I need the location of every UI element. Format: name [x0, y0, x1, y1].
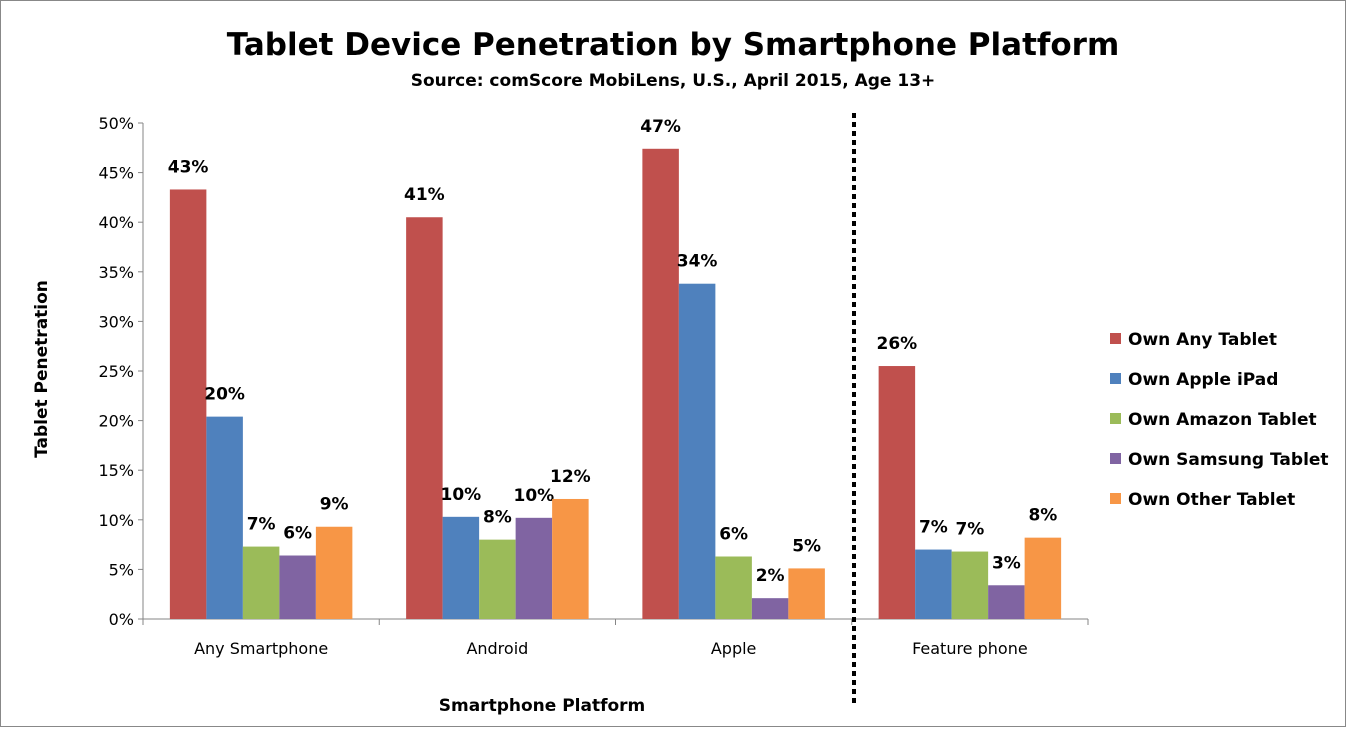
- bar-own-samsung-tablet: [988, 585, 1025, 619]
- x-tick-label: Feature phone: [912, 639, 1028, 658]
- data-label: 7%: [955, 520, 984, 540]
- bar-own-any-tablet: [169, 189, 207, 620]
- y-axis-label: Tablet Penetration: [32, 280, 52, 458]
- y-tick-label: 30%: [98, 312, 134, 331]
- y-tick-label: 20%: [98, 412, 134, 431]
- data-label: 34%: [677, 252, 718, 272]
- bar-own-apple-ipad: [915, 549, 952, 619]
- bar-own-apple-ipad: [206, 416, 243, 619]
- y-tick-label: 40%: [98, 213, 134, 232]
- bar-own-other-tablet: [315, 526, 353, 619]
- chart-subtitle: Source: comScore MobiLens, U.S., April 2…: [411, 71, 936, 91]
- legend-swatch: [1110, 493, 1121, 504]
- data-label: 5%: [792, 536, 821, 556]
- legend-label: Own Apple iPad: [1128, 370, 1278, 390]
- data-label: 26%: [877, 334, 918, 354]
- legend-label: Own Any Tablet: [1128, 330, 1277, 350]
- bar-own-any-tablet: [878, 366, 916, 619]
- data-label: 41%: [404, 185, 445, 205]
- data-label: 6%: [719, 525, 748, 545]
- legend-label: Own Other Tablet: [1128, 490, 1295, 510]
- y-tick-label: 45%: [98, 164, 134, 183]
- data-label: 8%: [483, 508, 512, 528]
- data-label: 6%: [283, 524, 312, 544]
- x-axis-label: Smartphone Platform: [439, 696, 646, 716]
- legend-label: Own Amazon Tablet: [1128, 410, 1317, 430]
- bar-own-samsung-tablet: [515, 517, 553, 619]
- x-tick-label: Android: [466, 639, 528, 658]
- data-label: 7%: [919, 518, 948, 538]
- bar-own-other-tablet: [1024, 537, 1062, 619]
- data-label: 10%: [441, 485, 482, 505]
- data-label: 43%: [168, 157, 209, 177]
- legend-swatch: [1110, 413, 1121, 424]
- data-label: 12%: [550, 467, 591, 487]
- legend-swatch: [1110, 373, 1121, 384]
- bar-own-amazon-tablet: [951, 551, 989, 619]
- y-tick-label: 35%: [98, 263, 134, 282]
- bar-own-other-tablet: [788, 568, 825, 619]
- x-tick-label: Apple: [711, 639, 757, 658]
- legend-swatch: [1110, 333, 1121, 344]
- y-tick-label: 25%: [98, 362, 134, 381]
- bar-own-any-tablet: [406, 217, 443, 620]
- bar-own-apple-ipad: [678, 283, 716, 619]
- y-tick-label: 50%: [98, 114, 134, 133]
- data-label: 7%: [247, 515, 276, 535]
- chart-title: Tablet Device Penetration by Smartphone …: [227, 27, 1120, 63]
- data-label: 3%: [992, 553, 1021, 573]
- legend-swatch: [1110, 453, 1121, 464]
- bar-own-other-tablet: [552, 498, 589, 619]
- legend-label: Own Samsung Tablet: [1128, 450, 1329, 470]
- data-label: 47%: [640, 117, 681, 137]
- data-label: 8%: [1028, 506, 1057, 526]
- bar-own-samsung-tablet: [279, 555, 316, 619]
- data-label: 2%: [756, 566, 785, 586]
- bar-own-any-tablet: [642, 148, 679, 620]
- y-tick-label: 15%: [98, 461, 134, 480]
- bar-own-amazon-tablet: [242, 546, 280, 619]
- data-label: 9%: [320, 495, 349, 515]
- bar-own-samsung-tablet: [751, 598, 789, 619]
- y-tick-label: 0%: [109, 610, 134, 629]
- bar-own-apple-ipad: [442, 516, 480, 619]
- bar-own-amazon-tablet: [479, 539, 516, 619]
- y-tick-label: 10%: [98, 511, 134, 530]
- x-tick-label: Any Smartphone: [194, 639, 328, 658]
- data-label: 10%: [514, 486, 555, 506]
- data-label: 20%: [204, 385, 245, 405]
- bar-own-amazon-tablet: [715, 556, 752, 619]
- y-tick-label: 5%: [109, 560, 134, 579]
